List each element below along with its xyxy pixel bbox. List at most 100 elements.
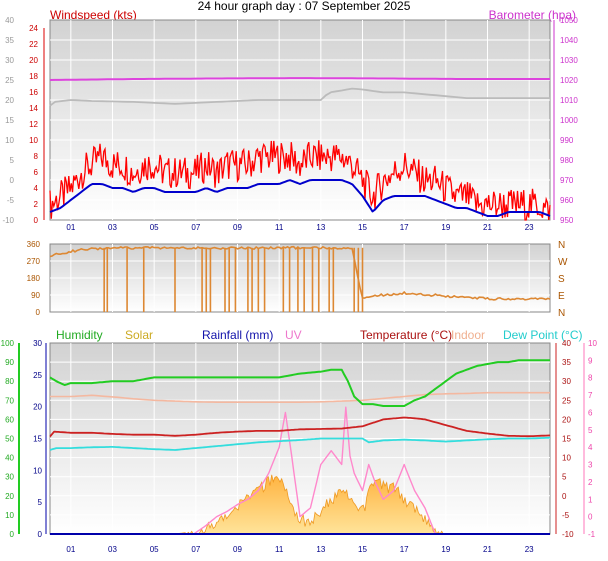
barometer-tick-label: 1000 <box>560 116 578 125</box>
windspeed-tick-label: 24 <box>29 24 38 33</box>
uv-tick-label: 3 <box>588 461 593 470</box>
windspeed-legend: Windspeed (kts) <box>50 8 137 22</box>
direction-tick-label: 270 <box>27 257 41 266</box>
uv-tick-label: 6 <box>588 408 593 417</box>
windspeed-tick-label: 18 <box>29 72 38 81</box>
humidity-tick-label: 50 <box>5 435 14 444</box>
windspeed-tick-label: 4 <box>34 184 39 193</box>
uv-tick-label: 9 <box>588 356 593 365</box>
direction-tick-label: 90 <box>31 291 40 300</box>
wind-x-tick-label: 19 <box>441 223 450 232</box>
temp-x-tick-label: 03 <box>108 545 117 554</box>
temp-x-tick-label: 23 <box>525 545 534 554</box>
windspeed-tick-label: 8 <box>34 152 39 161</box>
temperature-tick-label: 40 <box>562 339 571 348</box>
uv-tick-label: 8 <box>588 374 593 383</box>
rain-tick-label: 0 <box>38 530 43 539</box>
compass-tick-label: S <box>558 274 565 285</box>
wind-x-tick-label: 13 <box>316 223 325 232</box>
humidity-tick-label: 70 <box>5 396 14 405</box>
barometer-tick-label: 1040 <box>560 36 578 45</box>
uv-tick-label: 5 <box>588 426 593 435</box>
rainfall-legend: Rainfall (mm) <box>202 328 274 342</box>
dewpoint-legend: Dew Point (°C) <box>503 328 583 342</box>
uv-tick-label: 10 <box>588 339 597 348</box>
wind-average-line <box>49 179 551 217</box>
temp-x-tick-label: 19 <box>441 545 450 554</box>
rain-tick-label: 15 <box>33 435 42 444</box>
temp-x-tick-label: 01 <box>66 545 75 554</box>
temp-x-tick-label: 05 <box>150 545 159 554</box>
windspeed-tick-label: 12 <box>29 120 38 129</box>
wind-outer-tick-label: 40 <box>5 16 14 25</box>
direction-tick-label: 360 <box>27 240 41 249</box>
temp-x-tick-label: 13 <box>316 545 325 554</box>
wind-x-tick-label: 03 <box>108 223 117 232</box>
windspeed-tick-label: 20 <box>29 56 38 65</box>
direction-line <box>49 245 551 301</box>
wind-outer-tick-label: 30 <box>5 56 14 65</box>
barometer-tick-label: 960 <box>560 196 574 205</box>
windspeed-tick-label: 14 <box>29 104 38 113</box>
windspeed-tick-label: 22 <box>29 40 38 49</box>
wind-x-tick-label: 21 <box>483 223 492 232</box>
barometer-line <box>49 77 550 81</box>
temperature-line <box>49 416 551 438</box>
uv-legend: UV <box>285 328 302 342</box>
indoor-legend: Indoor <box>451 328 486 342</box>
humidity-tick-label: 40 <box>5 454 14 463</box>
rain-tick-label: 30 <box>33 339 42 348</box>
rain-tick-label: 25 <box>33 371 42 380</box>
temperature-tick-label: 0 <box>562 492 567 501</box>
wind-outer-tick-label: 35 <box>5 36 14 45</box>
wind-outer-tick-label: 20 <box>5 96 14 105</box>
barometer-tick-label: 980 <box>560 156 574 165</box>
temp-x-tick-label: 17 <box>400 545 409 554</box>
temperature-tick-label: 15 <box>562 435 571 444</box>
temperature-tick-label: 20 <box>562 415 571 424</box>
barometer-previous-line <box>49 87 550 107</box>
wind-x-tick-label: 15 <box>358 223 367 232</box>
humidity-tick-label: 80 <box>5 377 14 386</box>
direction-tick-label: 180 <box>27 274 41 283</box>
humidity-tick-label: 30 <box>5 473 14 482</box>
temp-x-tick-label: 09 <box>233 545 242 554</box>
windspeed-tick-label: 16 <box>29 88 38 97</box>
barometer-tick-label: 1050 <box>560 16 578 25</box>
windspeed-tick-label: 6 <box>34 168 39 177</box>
uv-tick-label: -1 <box>588 530 596 539</box>
temperature-legend: Temperature (°C) <box>360 328 453 342</box>
barometer-tick-label: 950 <box>560 216 574 225</box>
wind-x-tick-label: 09 <box>233 223 242 232</box>
temperature-tick-label: 35 <box>562 358 571 367</box>
direction-tick-label: 0 <box>36 308 41 317</box>
windspeed-tick-label: 2 <box>34 200 39 209</box>
humidity-tick-label: 0 <box>10 530 15 539</box>
windspeed-tick-label: 10 <box>29 136 38 145</box>
temperature-tick-label: 30 <box>562 377 571 386</box>
rain-tick-label: 20 <box>33 403 42 412</box>
compass-tick-label: N <box>558 240 565 251</box>
temp-x-tick-label: 07 <box>191 545 200 554</box>
humidity-tick-label: 10 <box>5 511 14 520</box>
wind-outer-tick-label: 10 <box>5 136 14 145</box>
humidity-tick-label: 60 <box>5 415 14 424</box>
indoor-line <box>50 391 550 404</box>
temperature-tick-label: -5 <box>562 511 570 520</box>
wind-x-tick-label: 05 <box>150 223 159 232</box>
temperature-tick-label: 5 <box>562 473 567 482</box>
uv-tick-label: 0 <box>588 513 593 522</box>
wind-outer-tick-label: 15 <box>5 116 14 125</box>
page-title: 24 hour graph day : 07 September 2025 <box>197 0 411 13</box>
humidity-tick-label: 100 <box>1 339 15 348</box>
barometer-tick-label: 1010 <box>560 96 578 105</box>
temperature-tick-label: 25 <box>562 396 571 405</box>
humidity-legend: Humidity <box>56 328 103 342</box>
wind-x-tick-label: 07 <box>191 223 200 232</box>
compass-tick-label: N <box>558 308 565 319</box>
barometer-tick-label: 970 <box>560 176 574 185</box>
wind-outer-tick-label: 5 <box>10 156 15 165</box>
humidity-line <box>49 359 550 407</box>
wind-outer-tick-label: -10 <box>2 216 14 225</box>
